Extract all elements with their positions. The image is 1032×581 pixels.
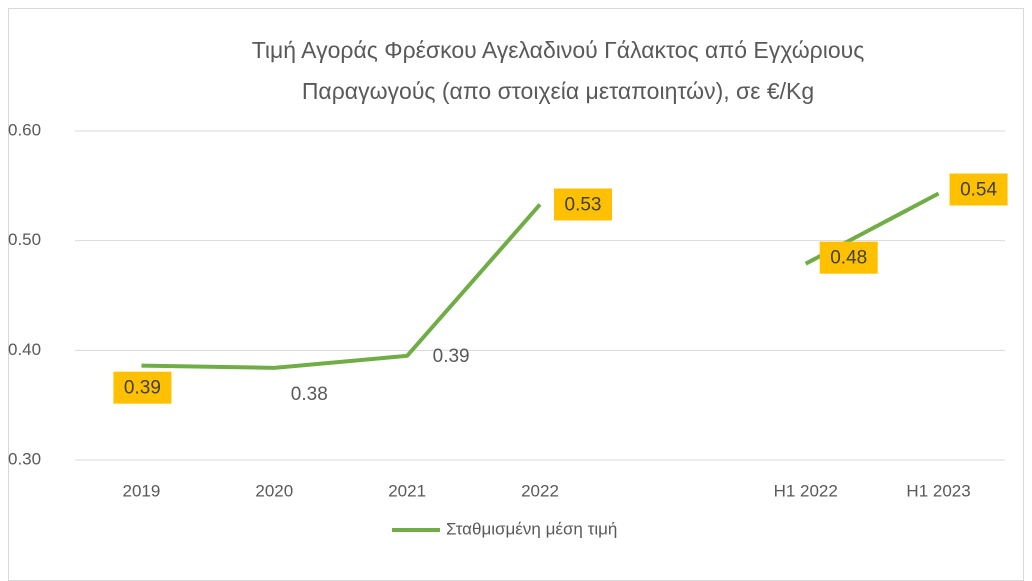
data-label-box xyxy=(819,241,878,274)
data-label: 0.53 xyxy=(565,194,602,215)
y-tick-label: 0.50 xyxy=(8,230,41,249)
y-tick-label: 0.60 xyxy=(8,120,41,139)
x-tick-label: 2022 xyxy=(521,481,559,500)
chart-border xyxy=(8,8,1024,581)
data-label-box xyxy=(554,188,612,221)
y-tick-label: 0.40 xyxy=(8,340,41,359)
data-label: 0.38 xyxy=(291,384,328,405)
data-label: 0.54 xyxy=(960,180,997,201)
data-label-box xyxy=(113,371,172,404)
data-label: 0.39 xyxy=(124,378,161,399)
x-tick-label: H1 2022 xyxy=(774,481,838,500)
x-tick-label: 2019 xyxy=(123,481,161,500)
x-tick-label: 2020 xyxy=(255,481,293,500)
data-label: 0.39 xyxy=(433,346,470,367)
x-tick-label: H1 2023 xyxy=(906,481,970,500)
x-tick-label: 2021 xyxy=(388,481,426,500)
chart-title: Τιμή Αγοράς Φρέσκου Αγελαδινού Γάλακτος … xyxy=(252,37,865,63)
data-label: 0.48 xyxy=(830,248,867,269)
chart-title: Παραγωγούς (απο στοιχεία μεταποιητών), σ… xyxy=(302,78,814,104)
y-tick-label: 0.30 xyxy=(8,449,41,468)
legend-label: Σταθμισμένη μέση τιμή xyxy=(446,519,617,538)
data-label-box xyxy=(949,173,1008,206)
